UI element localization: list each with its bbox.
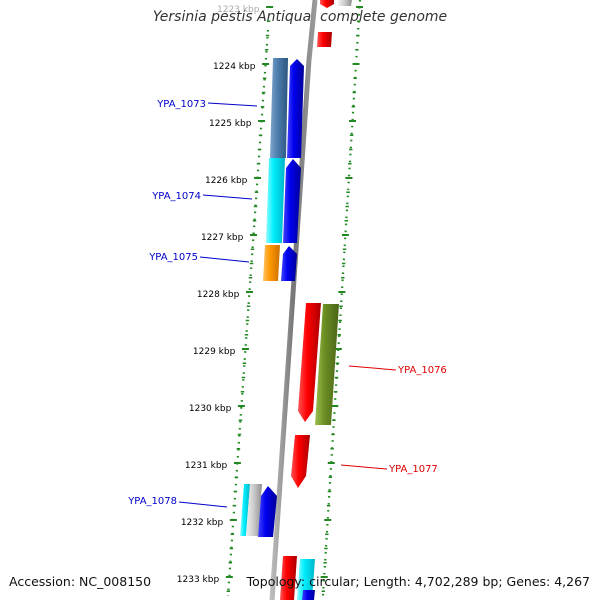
feature-gray-1078[interactable] bbox=[246, 484, 262, 536]
ruler: 1223 kbp 1224 kbp 1225 kbp 1226 kbp 1227 kbp… bbox=[177, 0, 364, 597]
ruler-labels: 1223 kbp 1224 kbp 1225 kbp 1226 kbp 1227 kbp… bbox=[177, 5, 260, 585]
feature-red-top-2[interactable] bbox=[317, 32, 332, 47]
gene-label-ypa-1073[interactable]: YPA_1073 bbox=[156, 99, 206, 110]
feature-orange-1075[interactable] bbox=[263, 245, 280, 281]
gene-label-ypa-1075[interactable]: YPA_1075 bbox=[148, 252, 198, 263]
ruler-track-right bbox=[321, 0, 362, 597]
feature-olive-1076[interactable] bbox=[315, 304, 339, 425]
ruler-label: 1229 kbp bbox=[193, 347, 236, 357]
ruler-ticks bbox=[225, 6, 364, 592]
feature-red-top[interactable] bbox=[320, 0, 334, 8]
features bbox=[240, 0, 352, 600]
cds-arrow-ypa-1074[interactable] bbox=[283, 159, 301, 243]
ruler-label: 1228 kbp bbox=[197, 290, 240, 300]
gene-label-ypa-1077[interactable]: YPA_1077 bbox=[388, 464, 438, 475]
feature-cyan-1078[interactable] bbox=[240, 484, 250, 536]
leader-line-ypa-1078 bbox=[178, 501, 228, 508]
cds-arrow-ypa-1075[interactable] bbox=[281, 246, 297, 281]
ruler-label: 1223 kbp bbox=[217, 5, 260, 15]
ruler-label: 1230 kbp bbox=[189, 404, 232, 414]
ruler-label: 1233 kbp bbox=[177, 575, 220, 585]
genome-title: Yersinia pestis Antiqua, complete genome bbox=[152, 9, 448, 25]
leader-line-ypa-1077 bbox=[340, 464, 388, 470]
genome-summary: Topology: circular; Length: 4,702,289 bp… bbox=[246, 574, 590, 589]
cds-arrow-ypa-1076[interactable] bbox=[298, 303, 321, 422]
cds-arrow-ypa-1073[interactable] bbox=[287, 59, 304, 158]
ruler-label: 1227 kbp bbox=[201, 233, 244, 243]
cds-arrow-ypa-1078[interactable] bbox=[258, 486, 277, 537]
ruler-label: 1225 kbp bbox=[209, 119, 252, 129]
feature-gray-top[interactable] bbox=[338, 0, 352, 6]
genome-backbone bbox=[269, 0, 318, 600]
leader-line-ypa-1076 bbox=[348, 365, 397, 371]
ruler-label: 1226 kbp bbox=[205, 176, 248, 186]
feature-cyan-bottom[interactable] bbox=[297, 559, 315, 600]
ruler-label: 1231 kbp bbox=[185, 461, 228, 471]
leader-line-ypa-1074 bbox=[202, 194, 253, 200]
gene-label-ypa-1074[interactable]: YPA_1074 bbox=[151, 191, 201, 202]
feature-red-bottom[interactable] bbox=[280, 556, 297, 600]
cds-arrow-ypa-1077[interactable] bbox=[291, 435, 310, 488]
accession-label: Accession: NC_008150 bbox=[9, 574, 152, 589]
feature-blue-bottom[interactable] bbox=[302, 590, 315, 600]
leader-line-ypa-1073 bbox=[207, 102, 258, 107]
gene-label-ypa-1078[interactable]: YPA_1078 bbox=[127, 496, 177, 507]
gene-label-ypa-1076[interactable]: YPA_1076 bbox=[397, 365, 447, 376]
leader-line-ypa-1075 bbox=[199, 256, 250, 263]
ruler-label: 1224 kbp bbox=[213, 62, 256, 72]
feature-cyan-1074[interactable] bbox=[266, 158, 285, 243]
gene-labels: YPA_1073 YPA_1074 YPA_1075 YPA_1076 YPA_… bbox=[127, 99, 447, 508]
ruler-label: 1232 kbp bbox=[181, 518, 224, 528]
feature-steelblue-1073[interactable] bbox=[270, 58, 288, 158]
